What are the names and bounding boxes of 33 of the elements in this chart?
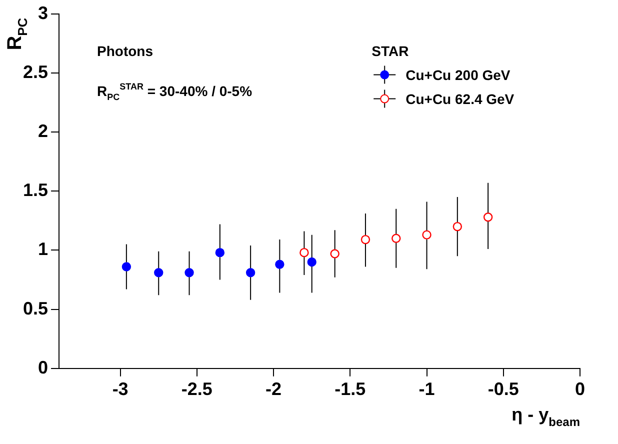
legend-title: STAR [372, 42, 409, 59]
x-tick-label: -1.5 [334, 379, 366, 400]
point [330, 249, 340, 258]
y-tick-label: 0 [38, 357, 48, 378]
point [452, 222, 462, 232]
y-tick-label: 2 [38, 120, 48, 141]
y-tick-label: 1 [38, 239, 48, 260]
point [122, 262, 132, 272]
point [215, 248, 225, 258]
point [300, 248, 309, 258]
point [422, 230, 432, 240]
x-tick-label: 0 [574, 379, 586, 400]
point [307, 257, 316, 267]
y-tick-label: 3 [38, 2, 48, 23]
point [483, 212, 493, 222]
legend-label: Cu+Cu 62.4 GeV [406, 90, 515, 107]
y-tick-label: 2.5 [22, 62, 48, 82]
annotation: Photons [97, 42, 154, 59]
legend-label: Cu+Cu 200 GeV [406, 66, 511, 83]
point [246, 268, 256, 278]
point [360, 234, 370, 244]
point [392, 234, 401, 243]
x-tick-label: -0.5 [488, 379, 519, 400]
point [154, 268, 164, 278]
x-tick-label: -2.5 [181, 379, 212, 400]
y-tick-label: 0.5 [22, 298, 48, 318]
point [184, 268, 194, 278]
x-tick-label: -2 [266, 379, 282, 400]
y-axis-title: RPC [4, 17, 30, 50]
x-tick-label: -3 [112, 379, 128, 400]
y-tick-label: 1.5 [22, 180, 48, 200]
point [275, 260, 284, 269]
x-tick-label: -1 [418, 379, 435, 400]
